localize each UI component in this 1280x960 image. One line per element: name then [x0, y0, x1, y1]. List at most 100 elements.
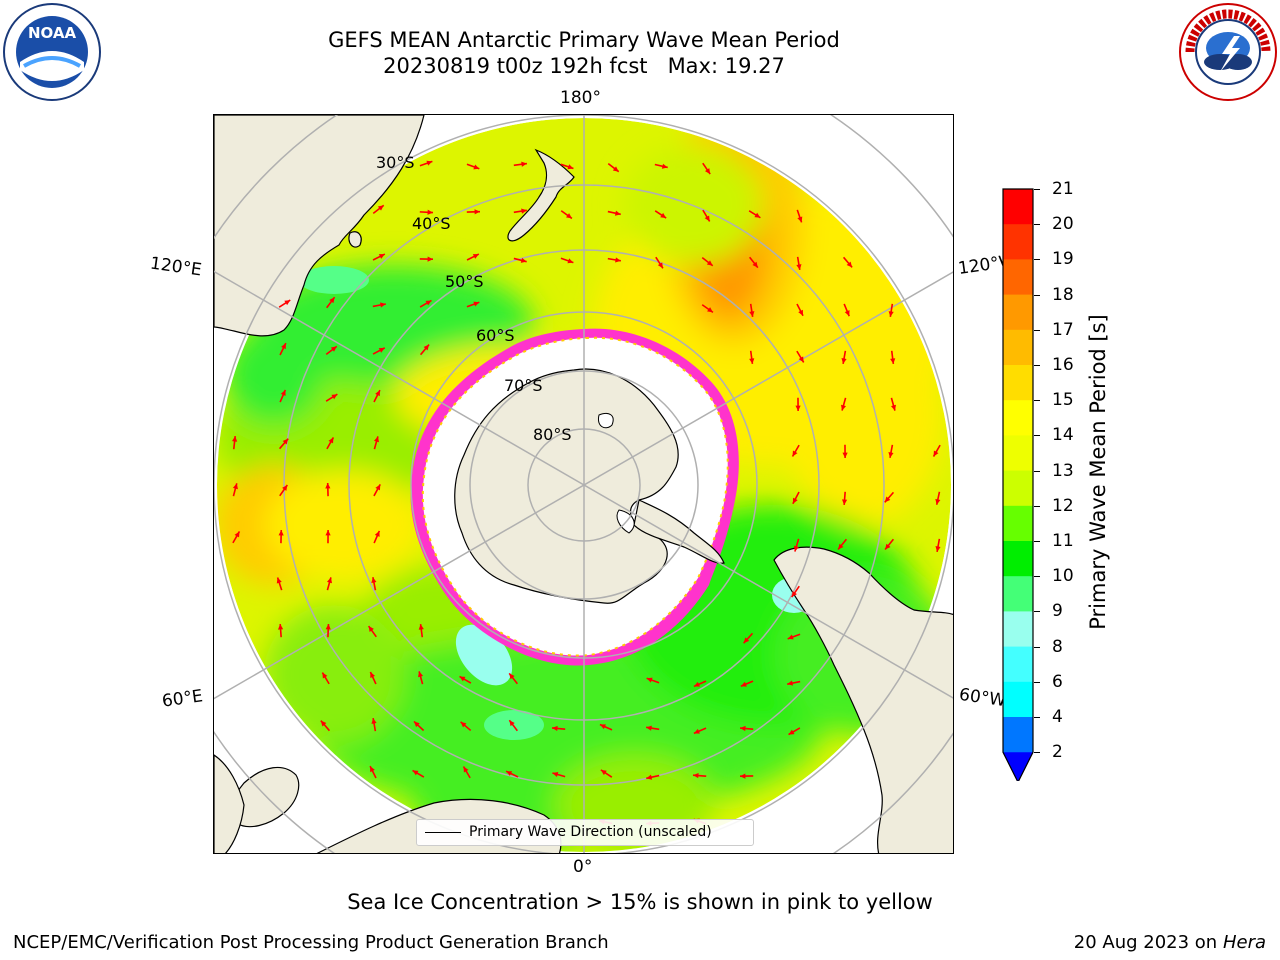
- wave-direction-arrow: [740, 680, 754, 687]
- colorbar-segment: [1003, 646, 1033, 683]
- colorbar-tick-mark: [1034, 329, 1040, 331]
- credit-date: 20 Aug 2023 on Hera: [1074, 932, 1266, 953]
- colorbar-segment: [1003, 435, 1033, 472]
- wave-direction-arrow: [419, 299, 432, 308]
- wave-direction-arrow: [793, 538, 800, 552]
- colorbar-tick-mark: [1034, 365, 1040, 366]
- wave-direction-arrow: [748, 210, 761, 219]
- wave-direction-arrow: [796, 350, 805, 363]
- new-zealand-land: [507, 148, 575, 242]
- colorbar-tick-label: 11: [1052, 531, 1074, 551]
- colorbar-tick-mark: [1034, 717, 1040, 718]
- wave-direction-arrow: [599, 723, 613, 731]
- wave-direction-arrow: [419, 344, 430, 356]
- colorbar-tick-label: 4: [1052, 707, 1063, 727]
- wave-direction-arrow: [278, 438, 289, 450]
- colorbar-tick-label: 2: [1052, 742, 1063, 763]
- colorbar-outline: [1002, 188, 1034, 781]
- wave-direction-arrow: [279, 389, 287, 403]
- wave-direction-arrow: [796, 256, 802, 270]
- lon-label-top: 180°: [560, 88, 601, 108]
- wave-direction-arrow: [560, 257, 574, 264]
- wave-direction-arrow: [325, 529, 331, 544]
- colorbar-label: Primary Wave Mean Period [s]: [1086, 314, 1110, 630]
- wave-direction-arrow: [702, 209, 711, 222]
- lat-label-30s: 30°S: [376, 153, 415, 172]
- wave-direction-arrow: [278, 529, 284, 544]
- wave-direction-arrow: [505, 770, 519, 778]
- colorbar-segment: [1003, 681, 1033, 718]
- colorbar-tick-label: 21: [1052, 179, 1074, 199]
- wave-direction-arrow: [739, 725, 754, 732]
- wave-direction-arrow: [935, 491, 941, 505]
- wave-direction-arrow: [792, 491, 800, 505]
- wave-direction-arrow: [692, 772, 707, 779]
- colorbar-segment: [1003, 470, 1033, 507]
- wave-direction-arrow: [739, 773, 754, 779]
- lat-label-60s: 60°S: [476, 326, 515, 345]
- colorbar-tick-label: 20: [1052, 214, 1074, 235]
- colorbar-segment: [1003, 329, 1033, 366]
- colorbar-tick-mark: [1034, 189, 1040, 190]
- sea-ice-footnote: Sea Ice Concentration > 15% is shown in …: [347, 890, 933, 914]
- colorbar-segment: [1003, 505, 1033, 542]
- colorbar-segment: [1003, 611, 1033, 648]
- colorbar-segment: [1003, 189, 1033, 225]
- wave-direction-arrow: [320, 720, 331, 732]
- wave-direction-arrow: [655, 256, 664, 269]
- colorbar-tick-label: 8: [1052, 636, 1063, 657]
- lat-label-80s: 80°S: [533, 425, 572, 444]
- wave-direction-arrow: [788, 727, 801, 736]
- colorbar-tick-label: 14: [1052, 425, 1074, 446]
- wave-direction-arrow: [843, 303, 850, 317]
- wave-direction-arrow: [279, 484, 288, 497]
- wave-direction-arrow: [646, 677, 660, 684]
- colorbar-tick-mark: [1034, 576, 1040, 578]
- colorbar-tick-label: 17: [1052, 319, 1074, 340]
- wave-direction-arrow: [412, 769, 425, 778]
- wave-direction-arrow: [419, 160, 433, 167]
- lat-label-70s: 70°S: [504, 376, 543, 395]
- wave-direction-arrow: [372, 253, 386, 261]
- wave-direction-arrow: [654, 163, 668, 169]
- wave-direction-arrow: [413, 720, 425, 732]
- map-legend: Primary Wave Direction (unscaled): [416, 819, 754, 846]
- wave-direction-arrow: [279, 342, 287, 356]
- map-canvas: 30°S 40°S 50°S 60°S 70°S 80°S: [214, 115, 953, 853]
- wave-direction-arrow: [418, 623, 424, 638]
- credit-date-text: 20 Aug 2023 on: [1073, 932, 1218, 953]
- noaa-logo: NOAA: [3, 3, 101, 101]
- wave-direction-arrow: [693, 727, 707, 735]
- wave-direction-arrow: [743, 632, 754, 644]
- credit-branch: NCEP/EMC/Verification Post Processing Pr…: [13, 932, 609, 953]
- wave-direction-arrow: [466, 209, 481, 215]
- wave-direction-arrow: [701, 304, 714, 314]
- colorbar-segment: [1003, 259, 1033, 296]
- noaa-logo-text: NOAA: [28, 24, 77, 42]
- colorbar-segment: [1003, 576, 1033, 612]
- wave-direction-arrow: [749, 303, 755, 317]
- australia-land: [214, 115, 425, 337]
- wave-direction-arrow: [607, 163, 620, 173]
- wave-direction-arrow: [513, 257, 527, 263]
- wave-direction-arrow: [371, 577, 377, 591]
- graticule: [214, 115, 953, 853]
- wave-direction-arrow: [460, 721, 472, 732]
- wave-direction-arrow: [552, 771, 566, 778]
- wave-direction-arrow: [749, 350, 755, 365]
- wave-direction-arrow: [796, 209, 803, 223]
- wave-direction-arrow: [372, 302, 386, 308]
- wave-direction-arrow: [935, 538, 941, 552]
- wave-direction-arrow: [841, 350, 847, 364]
- colorbar-tick-label: 12: [1052, 495, 1074, 516]
- colorbar-segment: [1003, 224, 1033, 260]
- wave-direction-arrows: [232, 160, 941, 826]
- wave-direction-arrow: [796, 303, 804, 317]
- legend-label: Primary Wave Direction (unscaled): [469, 824, 712, 840]
- colorbar-tick-label: 9: [1052, 601, 1063, 622]
- wave-direction-arrow: [884, 538, 895, 551]
- colorbar-tick-mark: [1034, 505, 1040, 507]
- colorbar-tick-mark: [1034, 400, 1040, 402]
- colorbar-tick-label: 19: [1052, 249, 1074, 270]
- wave-direction-arrow: [888, 444, 894, 458]
